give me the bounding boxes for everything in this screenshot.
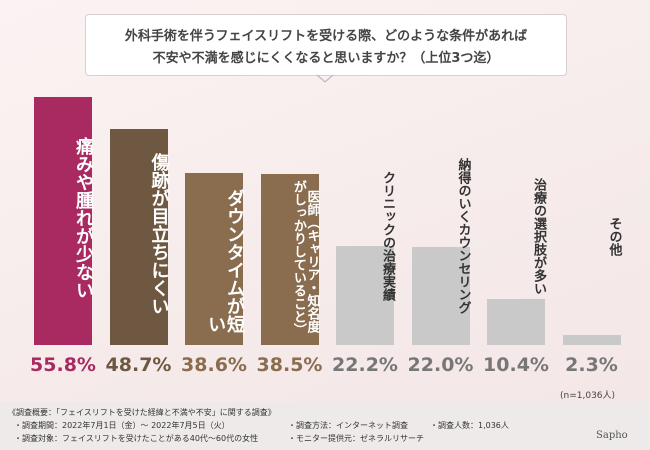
category-label: 治療の選択肢が多い: [531, 177, 546, 295]
category-label: 納得のいくカウンセリング: [455, 158, 471, 314]
bar: [109, 128, 168, 345]
category-label: クリニックの治療実績: [380, 171, 395, 301]
category-label: 医師（キャリア・知名度がしっかりしていること）: [290, 179, 320, 336]
bar: [185, 173, 243, 345]
category-label: 傷跡が目立ちにくい: [148, 152, 170, 315]
footer-item: ・調査方法：インターネット調査: [288, 421, 408, 430]
value-label: 2.3%: [565, 354, 618, 376]
footer-item: ・調査期間：2022年7月1日（金）〜 2022年7月5日（火）: [14, 421, 230, 430]
chart-subtitle: 不安や不満を感じにくくなると思いますか？（上位3つ迄）: [152, 51, 500, 66]
category-label: その他: [606, 216, 622, 256]
value-label: 10.4%: [483, 354, 549, 376]
value-label: 22.2%: [332, 354, 398, 376]
category-label: 痛みや腫れが少ない: [73, 137, 94, 299]
bar: [260, 173, 319, 345]
value-label: 22.0%: [407, 354, 474, 376]
title-box: 外科手術を伴うフェイスリフトを受ける際、どのような条件があれば 不安や不満を感じ…: [85, 14, 567, 76]
bar: [34, 97, 92, 345]
footer-heading: 《調査概要：「フェイスリフトを受けた経緯と不満や不安」に関する調査》: [8, 408, 276, 417]
sample-note: (n=1,036人): [560, 391, 616, 401]
chevron: [316, 74, 334, 83]
chart-title: 外科手術を伴うフェイスリフトを受ける際、どのような条件があれば: [124, 29, 528, 44]
value-label: 38.6%: [181, 354, 247, 376]
bar: [562, 334, 621, 345]
value-label: 38.5%: [256, 354, 323, 376]
value-label: 55.8%: [30, 354, 96, 376]
bar: [411, 247, 470, 345]
category-label: ダウンタイムが短い: [205, 188, 245, 333]
footer: 《調査概要：「フェイスリフトを受けた経緯と不満や不安」に関する調査》 ・調査期間…: [0, 402, 650, 450]
footer-item: ・モニター提供元：ゼネラルリサーチ: [288, 434, 424, 443]
bar: [336, 246, 394, 345]
bar: [487, 298, 545, 345]
logo: Sapho: [596, 430, 628, 441]
value-label: 48.7%: [105, 354, 172, 376]
footer-item: ・調査人数：1,036人: [430, 421, 509, 430]
footer-item: ・調査対象：フェイスリフトを受けたことがある40代〜60代の女性: [14, 434, 259, 443]
